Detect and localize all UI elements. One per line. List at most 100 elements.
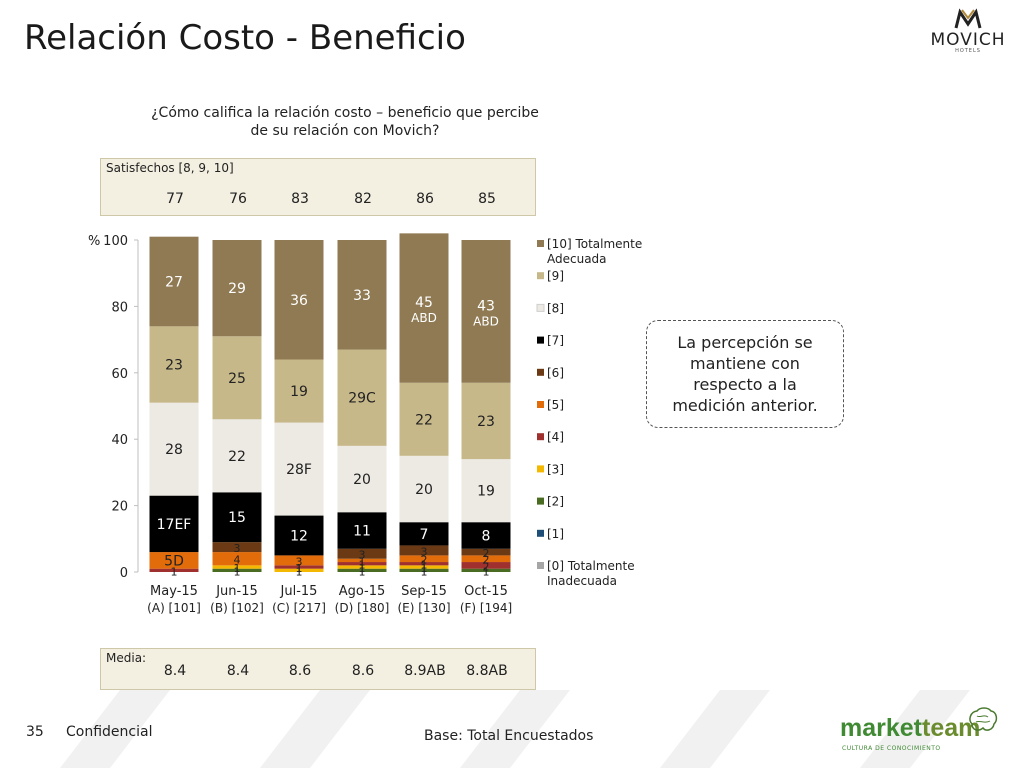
bar-value-label: 1 xyxy=(421,565,428,578)
bar-segment xyxy=(149,552,199,569)
bar-segment xyxy=(399,382,449,456)
bar-segment xyxy=(337,558,387,563)
bar-value-label: 20 xyxy=(415,482,433,498)
x-tick-label: Sep-15 xyxy=(401,584,447,599)
bar-value-label: 1 xyxy=(171,565,178,578)
y-tick-label: 80 xyxy=(111,300,128,315)
bar-value-label: 33 xyxy=(353,288,371,304)
satisfied-value: 76 xyxy=(229,191,247,207)
legend-label: [2] xyxy=(547,495,564,509)
x-tick-sublabel: (B) [102] xyxy=(210,601,264,615)
bar-segment xyxy=(399,555,449,563)
bar-segment xyxy=(399,455,449,523)
bar-segment xyxy=(274,240,324,360)
base-note: Base: Total Encuestados xyxy=(424,728,594,744)
bar-segment xyxy=(212,336,262,420)
bar-value-label: 11 xyxy=(353,524,371,540)
brand-name: MOVICH xyxy=(930,30,1006,50)
y-tick-label: 0 xyxy=(120,566,128,581)
bar-segment xyxy=(337,548,387,559)
satisfied-value: 85 xyxy=(478,191,496,207)
bar-value-label: 27 xyxy=(165,275,183,291)
legend-label: [7] xyxy=(547,334,564,348)
legend-swatch xyxy=(537,368,544,376)
bar-segment xyxy=(212,568,262,572)
bar-value-label: 19 xyxy=(477,484,495,500)
bar-segment xyxy=(461,240,511,383)
marketteam-logo: marketteam CULTURA DE CONOCIMIENTO xyxy=(840,707,998,754)
y-tick-label: 100 xyxy=(103,234,128,249)
bar-value-label: 15 xyxy=(228,510,246,526)
marketteam-word-a: market xyxy=(840,714,922,742)
bar-value-label: 2 xyxy=(483,547,490,560)
bar-value-label: 1 xyxy=(296,562,303,575)
x-tick-label: May-15 xyxy=(150,584,198,599)
y-tick-label: 40 xyxy=(111,433,128,448)
bar-segment xyxy=(337,512,387,549)
bar-segment xyxy=(212,565,262,569)
x-tick-sublabel: (E) [130] xyxy=(397,601,450,615)
background-watermark xyxy=(60,690,970,768)
satisfied-value: 77 xyxy=(166,191,184,207)
annotation-callout: La percepción se mantiene con respecto a… xyxy=(646,320,844,428)
bar-segment xyxy=(149,568,199,572)
legend-label: [3] xyxy=(547,462,564,476)
x-tick-sublabel: (C) [217] xyxy=(272,601,326,615)
satisfied-value: 83 xyxy=(291,191,309,207)
media-label: Media: xyxy=(106,651,147,665)
bar-value-label: 1 xyxy=(359,562,366,575)
page-number: 35 xyxy=(26,724,44,740)
confidential-label: Confidencial xyxy=(66,724,153,740)
legend-label-cont: Adecuada xyxy=(547,252,607,266)
bar-segment xyxy=(337,349,387,446)
bar-segment xyxy=(212,552,262,566)
legend-label: [10] Totalmente xyxy=(547,237,642,251)
legend-swatch xyxy=(537,529,544,537)
bar-segment xyxy=(274,568,324,572)
bar-segment xyxy=(274,359,324,423)
bar-value-label: 4 xyxy=(234,554,241,567)
bar-value-label: 7 xyxy=(420,527,429,543)
x-tick-label: Ago-15 xyxy=(339,584,386,599)
survey-question: ¿Cómo califica la relación costo – benef… xyxy=(120,104,570,140)
bar-value-label: 28F xyxy=(286,462,312,478)
page-title: Relación Costo - Beneficio xyxy=(24,18,466,58)
bar-segment xyxy=(274,422,324,516)
question-line-1: ¿Cómo califica la relación costo – benef… xyxy=(151,105,539,121)
legend-label: [5] xyxy=(547,398,564,412)
bar-value-label: 29C xyxy=(348,391,376,407)
bar-value-label: 2 xyxy=(483,554,490,567)
legend-label-cont: Inadecuada xyxy=(547,574,617,588)
bar-value-label: 1 xyxy=(421,559,428,572)
bar-segment xyxy=(461,568,511,572)
y-tick-label: 60 xyxy=(111,367,128,382)
bar-value-label: 12 xyxy=(290,528,308,544)
bar-value-label: 1 xyxy=(359,559,366,572)
bar-value-sig-label: ABD xyxy=(473,314,499,328)
legend-label: [9] xyxy=(547,269,564,283)
satisfied-box: Satisfechos [8, 9, 10] 77 76 83 82 86 85 xyxy=(100,158,536,216)
bar-value-label: 1 xyxy=(483,565,490,578)
satisfied-value: 82 xyxy=(354,191,372,207)
bar-segment xyxy=(212,419,262,493)
bar-value-label: 3 xyxy=(421,545,428,558)
bar-value-label: 22 xyxy=(415,412,433,428)
brand-sub: HOTELS xyxy=(955,48,981,54)
x-tick-label: Oct-15 xyxy=(464,584,508,599)
bar-value-label: 36 xyxy=(290,293,308,309)
bar-value-label: 1 xyxy=(234,562,241,575)
bar-segment xyxy=(399,562,449,566)
bar-value-label: 17EF xyxy=(157,517,192,533)
legend-swatch xyxy=(537,497,544,505)
bar-segment xyxy=(399,568,449,572)
bar-value-label: 1 xyxy=(359,555,366,568)
bar-segment xyxy=(399,233,449,383)
legend-swatch xyxy=(536,303,545,312)
bar-segment xyxy=(149,402,199,496)
x-tick-sublabel: (A) [101] xyxy=(147,601,201,615)
legend-label: [0] Totalmente xyxy=(547,559,635,573)
media-value: 8.9AB xyxy=(404,663,446,679)
legend-swatch xyxy=(537,401,544,408)
bar-segment xyxy=(274,515,324,556)
legend-swatch xyxy=(537,272,544,280)
